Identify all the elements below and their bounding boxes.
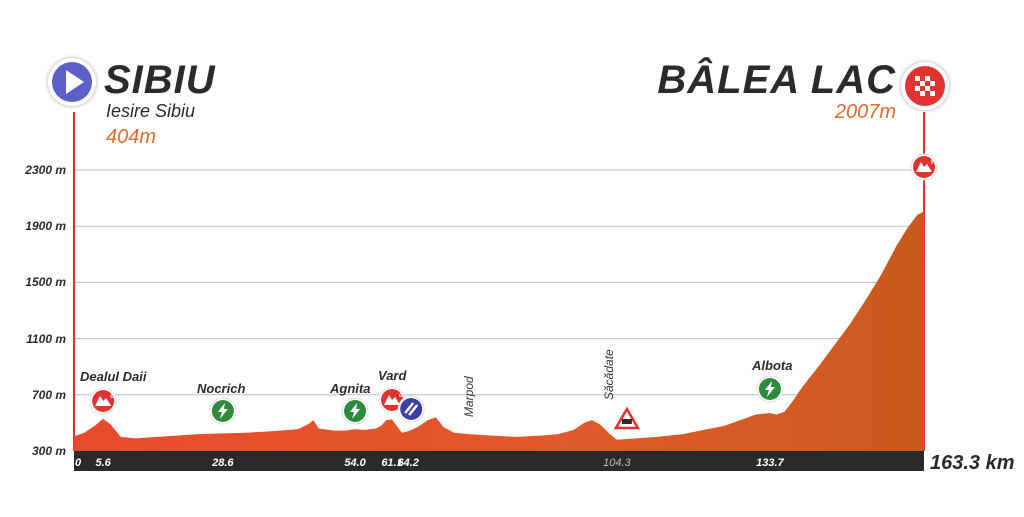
lightning-icon [217,403,228,419]
mountain-icon [916,162,932,172]
start-icon [48,58,96,106]
climb-category: c [399,393,403,399]
total-distance: 163.3 km [930,452,1015,474]
climb-category: c [110,394,114,400]
sprint-label-agnita: Agnita [330,381,371,396]
x-tick-label: 61.1 [381,457,402,469]
x-tick-label: 5.6 [96,457,112,469]
place-label-marpod: Marpod [462,376,476,417]
x-tick-label: 64.2 [397,457,418,469]
y-tick-label: 1900 m [25,219,66,233]
x-tick-labels: 0 5.6 28.6 54.0 61.164.2 104.3 133.7 [75,457,785,469]
x-tick-label: 28.6 [211,457,234,469]
finish-city: BÂLEA LAC [657,58,896,102]
climb-label-vard: Vard [378,368,407,383]
rail-crossing-symbol [621,419,632,424]
sprint-label-albota: Albota [752,358,793,373]
sprint-label-nocrich: Nocrich [197,381,246,396]
x-tick-label: 104.3 [603,457,631,469]
checkered-flag-icon [905,66,945,106]
climb-label-dealul-daii: Dealul Daii [80,369,147,384]
y-tick-label: 1500 m [25,275,66,289]
play-triangle-icon [52,62,92,102]
climb-category: HC [931,160,940,166]
mountain-icon [384,395,401,405]
start-altitude: 404m [106,126,157,148]
y-tick-label: 2300 m [25,163,66,177]
mountain-icon [95,396,112,406]
bottle-icon [404,402,419,416]
lightning-icon [350,403,361,419]
x-tick-label: 0 [75,457,82,469]
lightning-icon [764,381,775,397]
y-tick-label: 1100 m [26,332,66,346]
x-tick-label: 54.0 [344,457,366,469]
finish-icon [901,62,949,110]
elevation-profile [74,211,924,451]
place-label-sacadate: Săcădate [602,349,616,400]
y-tick-label: 700 m [31,388,66,402]
start-city: SIBIU [104,58,216,102]
finish-altitude: 2007m [834,101,896,123]
distance-bar [74,451,924,471]
feed-zone-icon [400,398,423,420]
markers: c c HC [89,153,940,430]
y-tick-label: 300 m [31,444,66,458]
rail-crossing-icon [613,406,641,430]
start-location: Iesire Sibiu [106,101,196,121]
x-tick-label: 133.7 [756,457,784,469]
